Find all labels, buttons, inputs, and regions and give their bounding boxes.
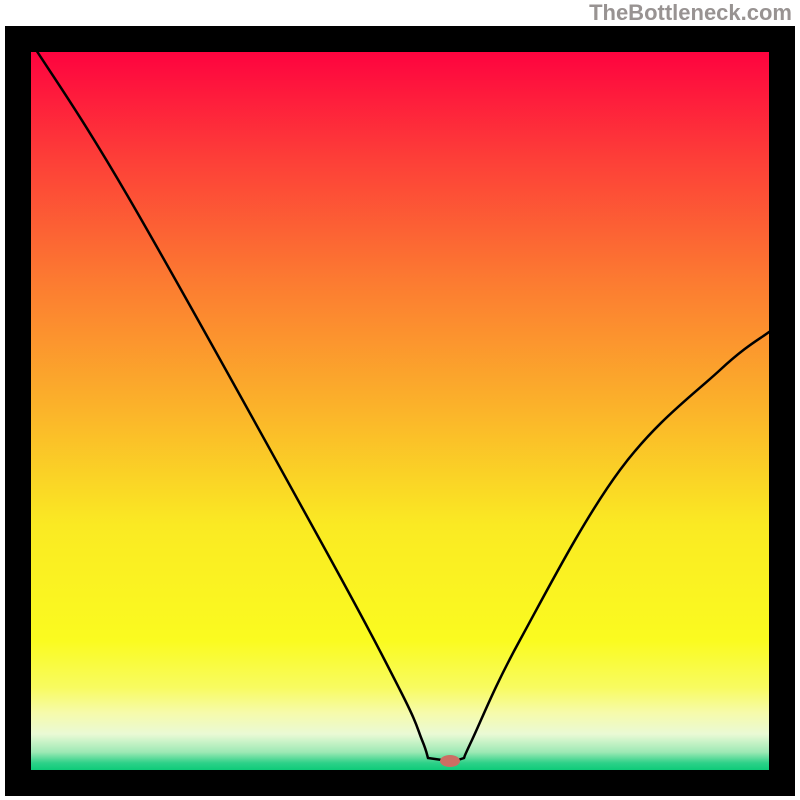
- minimum-marker: [440, 755, 460, 767]
- bottleneck-curve: [31, 42, 769, 760]
- watermark-text: TheBottleneck.com: [589, 0, 792, 26]
- curve-layer: [0, 0, 800, 800]
- chart-container: TheBottleneck.com: [0, 0, 800, 800]
